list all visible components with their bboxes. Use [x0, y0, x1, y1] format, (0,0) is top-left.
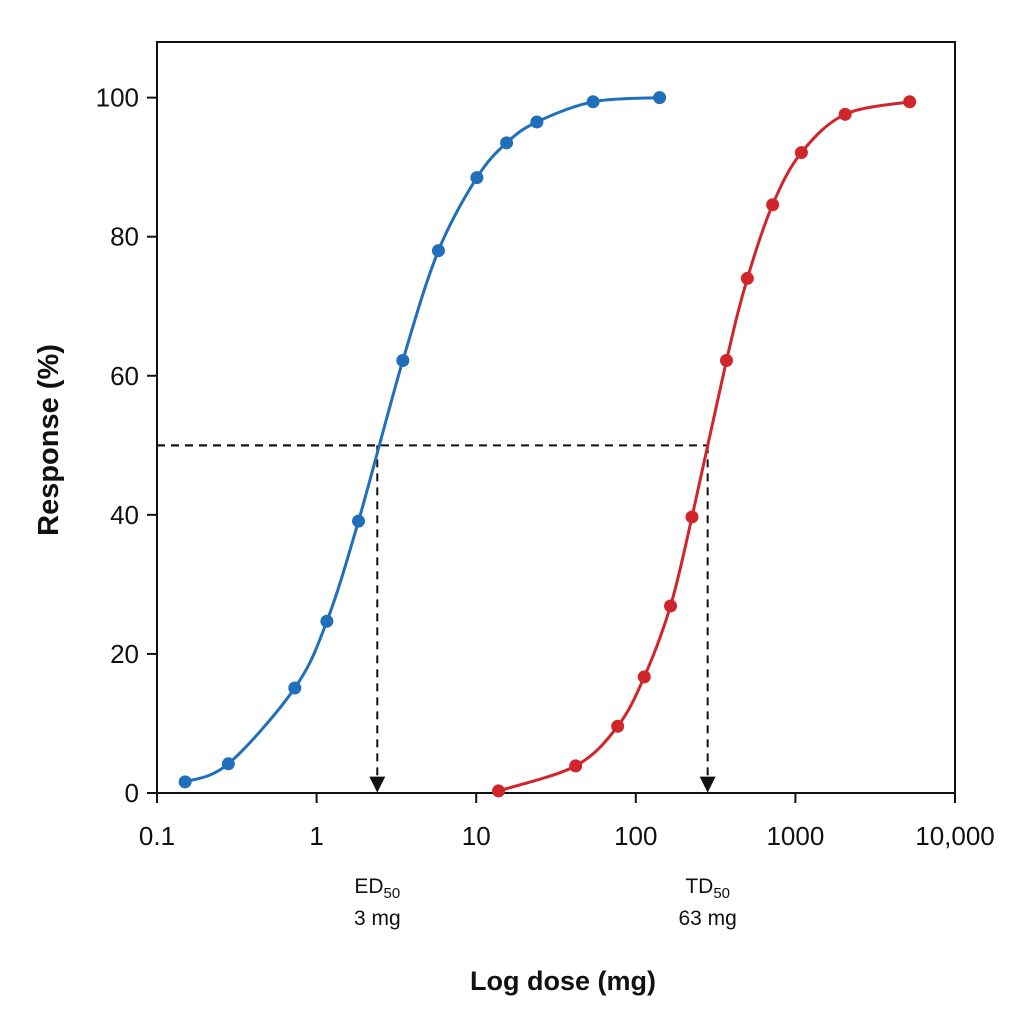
data-point: [611, 719, 625, 733]
x-axis-label: Log dose (mg): [470, 966, 656, 996]
data-point: [288, 681, 302, 695]
reference-subscript: 50: [384, 885, 401, 902]
y-tick-label: 20: [110, 639, 139, 669]
x-tick-label: 100: [614, 821, 657, 851]
data-point: [569, 759, 583, 773]
reference-name: TD: [685, 875, 713, 898]
reference-dose: 63 mg: [678, 907, 736, 930]
y-tick-label: 60: [110, 361, 139, 391]
reference-label: ED50: [354, 875, 400, 902]
y-tick-label: 100: [96, 83, 139, 113]
data-point: [586, 95, 600, 109]
x-tick-label: 1000: [766, 821, 824, 851]
y-tick-label: 0: [125, 778, 139, 808]
data-point: [740, 271, 754, 285]
data-point: [685, 510, 699, 524]
series-line: [184, 96, 660, 784]
data-point: [500, 136, 514, 150]
reference-dose: 3 mg: [354, 907, 401, 930]
x-tick-label: 1: [309, 821, 323, 851]
y-tick-label: 40: [110, 500, 139, 530]
data-point: [653, 91, 667, 105]
x-tick-label: 10: [462, 821, 491, 851]
reference-name: ED: [354, 875, 383, 898]
data-point: [766, 198, 780, 212]
data-point: [794, 146, 808, 160]
data-point: [351, 514, 365, 528]
data-point: [178, 775, 192, 789]
series-line: [498, 100, 910, 793]
y-axis-label: Response (%): [33, 344, 65, 536]
data-point: [838, 107, 852, 121]
data-point: [431, 244, 445, 258]
data-point: [221, 757, 235, 771]
y-tick-label: 80: [110, 222, 139, 252]
data-point: [637, 670, 651, 684]
plot-frame: [156, 41, 956, 794]
data-point: [530, 115, 544, 129]
data-point: [719, 353, 733, 367]
x-tick-label: 10,000: [915, 821, 995, 851]
data-point: [470, 171, 484, 185]
data-point: [664, 599, 678, 613]
data-point: [903, 95, 917, 109]
reference-subscript: 50: [713, 885, 730, 902]
data-point: [492, 784, 506, 798]
data-point: [396, 353, 410, 367]
x-tick-label: 0.1: [139, 821, 175, 851]
data-point: [320, 614, 334, 628]
reference-label: TD50: [685, 875, 730, 902]
